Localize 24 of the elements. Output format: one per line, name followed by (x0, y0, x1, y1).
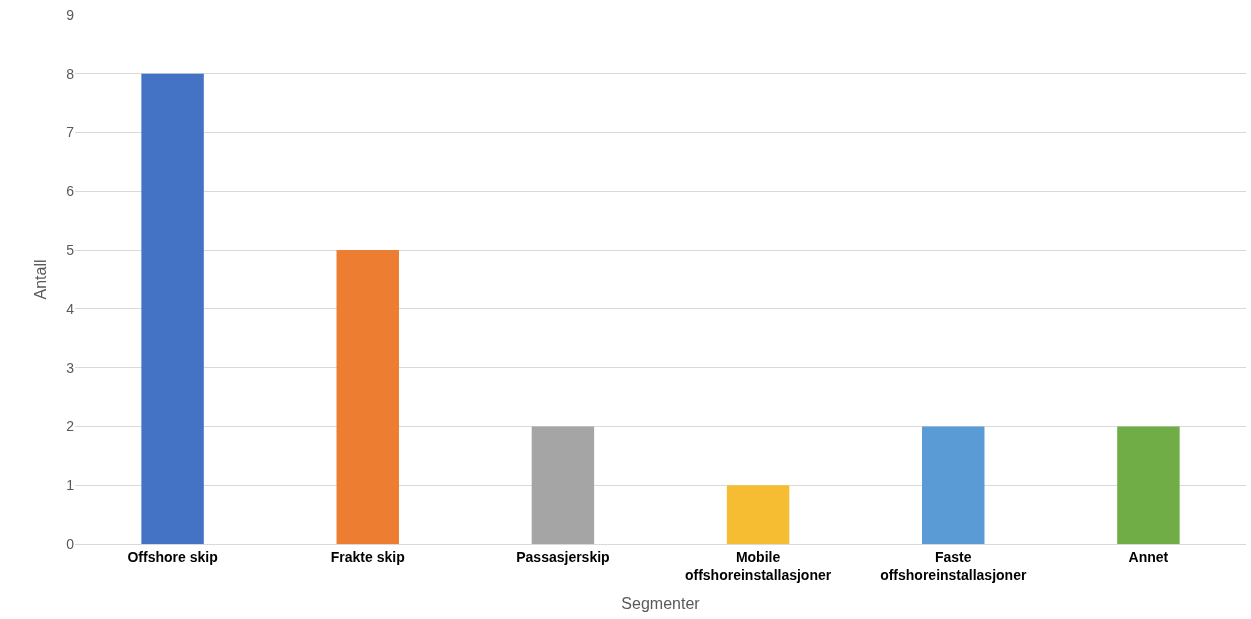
y-tick-label: 1 (66, 477, 75, 494)
y-tick-label: 3 (66, 359, 75, 376)
x-tick-label: Frakte skip (330, 548, 405, 565)
bar (1117, 426, 1180, 544)
y-tick-label: 0 (66, 535, 75, 552)
y-tick-label: 5 (66, 242, 75, 259)
y-tick-label: 6 (66, 183, 75, 200)
y-tick-label: 7 (66, 124, 75, 141)
x-tick-label: Annet (1128, 548, 1169, 565)
bar (531, 426, 595, 544)
bar (922, 426, 985, 544)
y-tick-label: 2 (66, 418, 75, 435)
bar (336, 250, 399, 544)
y-tick-label: 8 (66, 65, 75, 82)
y-tick-label: 4 (66, 300, 75, 317)
y-tick-label: 9 (66, 6, 75, 23)
x-tick-label: Offshore skip (127, 548, 218, 565)
x-tick-label: Passasjerskip (516, 548, 610, 565)
x-tick-label: Mobile offshoreinstallasjoner (684, 548, 832, 583)
x-tick-label: Faste offshoreinstallasjoner (880, 548, 1027, 583)
bar (141, 73, 204, 544)
bar (726, 485, 790, 544)
y-axis-title: Antall (32, 259, 50, 300)
x-axis-title: Segmenter (621, 594, 701, 612)
